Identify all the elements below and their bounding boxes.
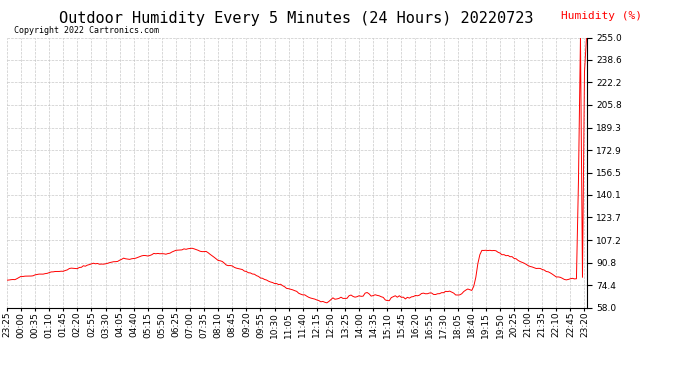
Text: Outdoor Humidity Every 5 Minutes (24 Hours) 20220723: Outdoor Humidity Every 5 Minutes (24 Hou… bbox=[59, 11, 534, 26]
Text: Humidity (%): Humidity (%) bbox=[561, 11, 642, 21]
Text: Copyright 2022 Cartronics.com: Copyright 2022 Cartronics.com bbox=[14, 26, 159, 35]
